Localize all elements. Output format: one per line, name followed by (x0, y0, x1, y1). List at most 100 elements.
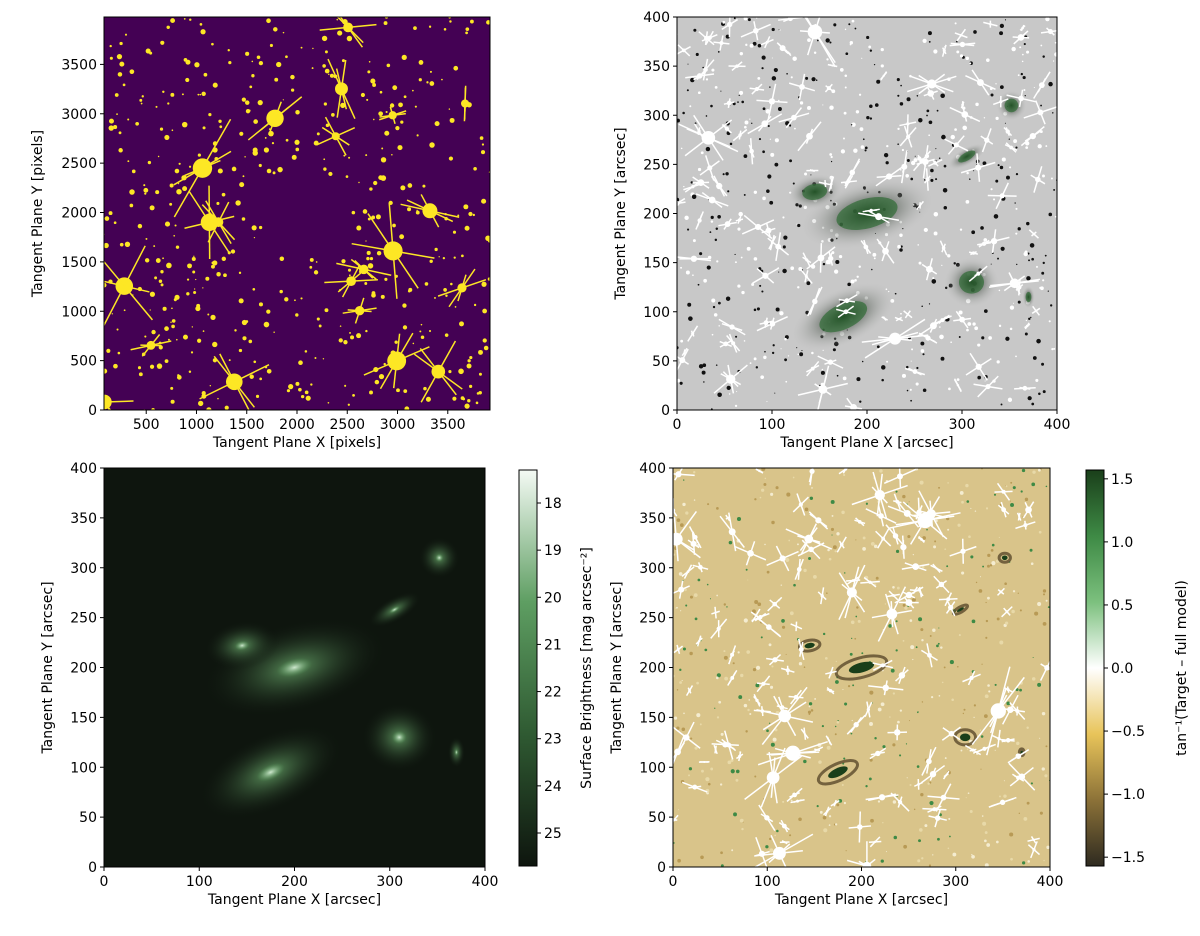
noise-source (757, 43, 762, 48)
noise-source (897, 94, 900, 97)
residual-noise (984, 694, 989, 699)
residual-core (848, 661, 875, 674)
diffraction-spike (1023, 106, 1057, 119)
residual-noise (844, 702, 848, 706)
noise-source (679, 381, 683, 385)
diffraction-spike (881, 316, 888, 321)
masked-source (244, 100, 250, 105)
diffraction-spike (751, 612, 770, 622)
noise-source (758, 138, 762, 141)
diffraction-spike (723, 101, 735, 105)
residual-noise (1045, 599, 1048, 602)
noise-source (677, 378, 681, 383)
residual-noise (903, 844, 908, 849)
residual-noise (862, 547, 866, 551)
noise-source (715, 364, 718, 366)
masked-source (290, 88, 295, 92)
noise-source (753, 190, 758, 194)
masked-source (123, 309, 126, 312)
masked-source (251, 74, 255, 78)
diffraction-spike (971, 69, 990, 96)
diffraction-spike (677, 348, 689, 372)
colorbar-tick-label: 0.0 (1111, 661, 1133, 677)
masked-source (137, 223, 143, 229)
residual-noise (888, 624, 892, 628)
masked-source (304, 350, 308, 353)
noise-source (995, 179, 999, 183)
noise-source (1009, 166, 1012, 169)
diffraction-spike (780, 819, 789, 833)
residual-noise (828, 557, 832, 561)
diffraction-spike (104, 245, 146, 327)
residual-noise (938, 813, 942, 817)
masked-source (415, 210, 420, 215)
noise-source (718, 325, 720, 327)
x-tick-label: 200 (854, 417, 881, 433)
masked-source (169, 183, 174, 188)
noise-source (842, 376, 847, 381)
diffraction-spike (968, 251, 979, 255)
masked-source (450, 282, 453, 286)
masked-source (478, 349, 483, 355)
x-tick-label: 3000 (380, 417, 416, 433)
masked-source (384, 130, 390, 136)
galaxy-core (958, 150, 976, 163)
residual-noise (1029, 548, 1033, 552)
residual-noise (947, 482, 949, 484)
masked-source (391, 153, 393, 156)
y-tick-label: 350 (70, 511, 97, 527)
y-tick-label: 400 (70, 461, 97, 477)
noise-source (965, 56, 970, 61)
residual-noise (917, 859, 921, 863)
masked-source (321, 35, 328, 42)
noise-source (861, 57, 863, 59)
diffraction-spike (1032, 305, 1041, 316)
residual-noise (785, 557, 790, 562)
noise-source (999, 31, 1004, 36)
masked-source (449, 117, 455, 123)
residual-noise (743, 618, 748, 623)
masked-source (347, 268, 352, 272)
noise-source (885, 161, 889, 165)
diffraction-spike (873, 659, 893, 671)
masked-source (295, 109, 300, 115)
noise-source (932, 277, 935, 280)
residual-noise (1003, 623, 1007, 628)
noise-source (856, 377, 861, 382)
noise-source (760, 375, 765, 380)
residual-noise (874, 737, 877, 740)
diffraction-spike (785, 528, 833, 550)
noise-source (1029, 243, 1035, 248)
residual-noise (880, 702, 885, 707)
masked-source (170, 92, 175, 97)
noise-source (910, 399, 913, 402)
masked-source (113, 363, 118, 369)
diffraction-spike (448, 268, 476, 308)
masked-source (186, 278, 190, 281)
y-tick-label: 0 (661, 403, 670, 419)
masked-source (129, 69, 135, 75)
residual-noise (982, 565, 985, 568)
noise-source (690, 181, 693, 184)
residual-noise (967, 792, 970, 794)
noise-source (749, 43, 754, 48)
masked-source (339, 325, 342, 327)
residual-noise (735, 778, 739, 782)
noise-source (825, 38, 830, 43)
noise-source (831, 89, 836, 94)
noise-source (886, 144, 889, 148)
residual-noise (826, 745, 831, 750)
masked-source (212, 82, 218, 88)
residual-noise (835, 823, 838, 826)
residual-ring (834, 654, 889, 681)
masked-source (117, 351, 121, 355)
diffraction-spike (908, 367, 922, 376)
noise-source (759, 284, 762, 287)
residual-noise (798, 662, 803, 666)
diffraction-spike (199, 364, 270, 400)
noise-source (850, 124, 853, 126)
noise-source (711, 298, 716, 303)
masked-source (129, 203, 134, 208)
masked-source (212, 358, 218, 363)
residual-noise (771, 520, 775, 525)
